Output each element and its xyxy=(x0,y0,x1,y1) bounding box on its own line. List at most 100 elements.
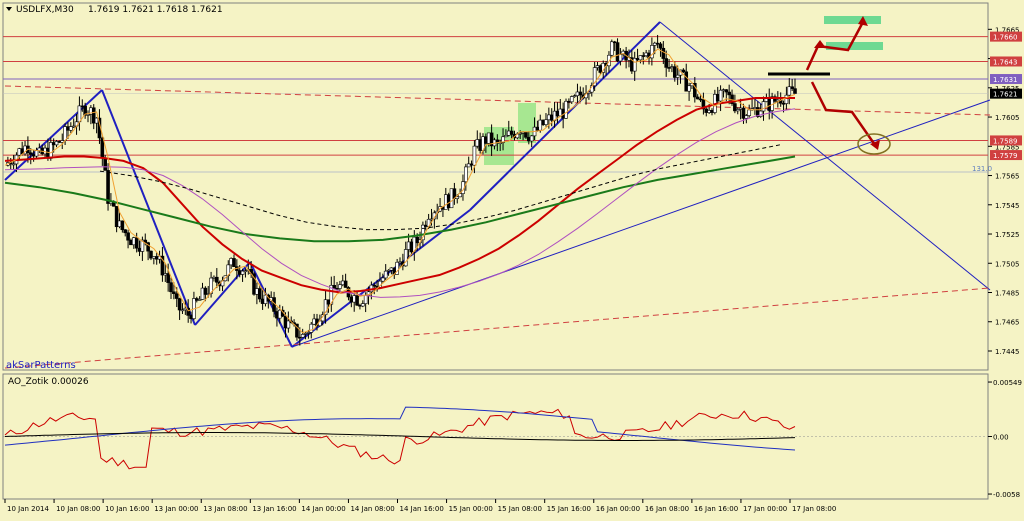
sma-red-line xyxy=(4,97,795,294)
zigzag-segment[interactable] xyxy=(101,89,196,326)
candle-body xyxy=(338,284,342,289)
candle-body xyxy=(312,318,316,325)
candle-body xyxy=(352,295,357,303)
candle-body xyxy=(738,107,743,110)
candle-body xyxy=(415,236,419,244)
symbol-caption: USDLFX,M30 xyxy=(16,5,74,15)
candle-body xyxy=(137,247,142,252)
candle-body xyxy=(189,315,193,319)
candle-body xyxy=(86,114,90,116)
candle-body xyxy=(409,241,414,253)
projected-path-down[interactable] xyxy=(810,81,877,146)
x-tick-label: 13 Jan 16:00 xyxy=(252,505,296,513)
x-tick-label: 10 Jan 16:00 xyxy=(105,505,149,513)
ao-y-tick-label: 0.00549 xyxy=(993,379,1022,387)
candle-body xyxy=(793,88,797,94)
candle-body xyxy=(326,299,331,305)
candle-body xyxy=(687,85,691,92)
candle-body xyxy=(541,119,545,125)
x-tick-label: 14 Jan 00:00 xyxy=(301,505,345,513)
candle-body xyxy=(486,132,491,144)
candle-body xyxy=(484,136,488,144)
sma-orange-line xyxy=(4,48,796,334)
candle-body xyxy=(501,136,505,143)
candle-body xyxy=(197,299,202,301)
candle-body xyxy=(698,98,703,101)
price-label-box xyxy=(990,31,1022,42)
candle-body xyxy=(177,298,182,311)
candle-body xyxy=(598,65,603,73)
candle-body xyxy=(635,58,640,61)
trend-line-down[interactable] xyxy=(659,21,991,291)
candle-body xyxy=(535,126,540,131)
target-box-upper[interactable] xyxy=(824,16,881,24)
y-tick-label: 1.7565 xyxy=(995,173,1020,181)
price-label-box xyxy=(990,135,1022,146)
candle-body xyxy=(707,110,711,113)
candle-body xyxy=(154,256,159,260)
candle-body xyxy=(644,52,648,56)
candle-body xyxy=(134,237,139,249)
arrowhead-up-icon xyxy=(814,40,826,48)
dashed-channel-lower[interactable] xyxy=(4,287,991,369)
candle-body xyxy=(54,141,59,146)
candle-body xyxy=(363,295,368,304)
candle-body xyxy=(506,130,511,136)
candle-body xyxy=(724,89,729,93)
candle-body xyxy=(277,309,282,319)
x-tick-label: 16 Jan 08:00 xyxy=(645,505,689,513)
candle-body xyxy=(340,280,345,286)
candle-body xyxy=(129,239,133,246)
target-box-lower[interactable] xyxy=(826,42,883,50)
price-label: 1.7631 xyxy=(993,76,1018,84)
candle-body xyxy=(767,97,772,111)
candle-body xyxy=(91,107,96,124)
target-ellipse[interactable] xyxy=(857,133,891,155)
price-label: 1.7643 xyxy=(993,58,1018,66)
candle-body xyxy=(323,299,328,316)
candle-body xyxy=(257,288,262,300)
candle-body xyxy=(747,109,752,116)
candle-body xyxy=(63,126,67,141)
zigzag-segment[interactable] xyxy=(4,89,103,181)
candle-body xyxy=(695,96,700,100)
price-label: 1.7621 xyxy=(993,91,1018,99)
candle-body xyxy=(114,205,119,228)
candle-body xyxy=(286,320,291,329)
zigzag-segment[interactable] xyxy=(291,209,471,348)
candle-body xyxy=(704,108,709,113)
candle-body xyxy=(355,295,359,306)
candle-body xyxy=(664,58,668,68)
candle-body xyxy=(295,323,299,338)
candle-body xyxy=(489,132,494,147)
candle-body xyxy=(715,94,720,102)
candle-body xyxy=(504,135,508,138)
candle-body xyxy=(303,333,308,335)
candle-body xyxy=(215,276,219,283)
candle-body xyxy=(790,86,794,89)
x-tick-label: 13 Jan 08:00 xyxy=(203,505,247,513)
candle-body xyxy=(727,91,731,96)
candle-body xyxy=(389,267,394,271)
candle-body xyxy=(212,276,216,279)
candle-body xyxy=(263,294,268,304)
candle-body xyxy=(555,110,560,117)
candle-body xyxy=(612,41,617,44)
candle-body xyxy=(386,269,391,272)
indicator-label: akSarPatterns xyxy=(6,360,76,371)
candle-body xyxy=(693,83,697,98)
x-tick-label: 14 Jan 08:00 xyxy=(350,505,394,513)
candle-body xyxy=(784,94,789,104)
candle-body xyxy=(300,334,305,338)
ao-y-tick-label: 0.00 xyxy=(993,434,1009,442)
candle-body xyxy=(638,55,643,61)
candle-body xyxy=(240,270,245,275)
dropdown-triangle-icon[interactable] xyxy=(6,7,12,11)
sma-dashed-line xyxy=(99,144,781,231)
candle-body xyxy=(406,241,411,250)
candle-body xyxy=(761,101,766,112)
projected-path-up[interactable] xyxy=(805,21,865,71)
candle-body xyxy=(521,131,525,134)
